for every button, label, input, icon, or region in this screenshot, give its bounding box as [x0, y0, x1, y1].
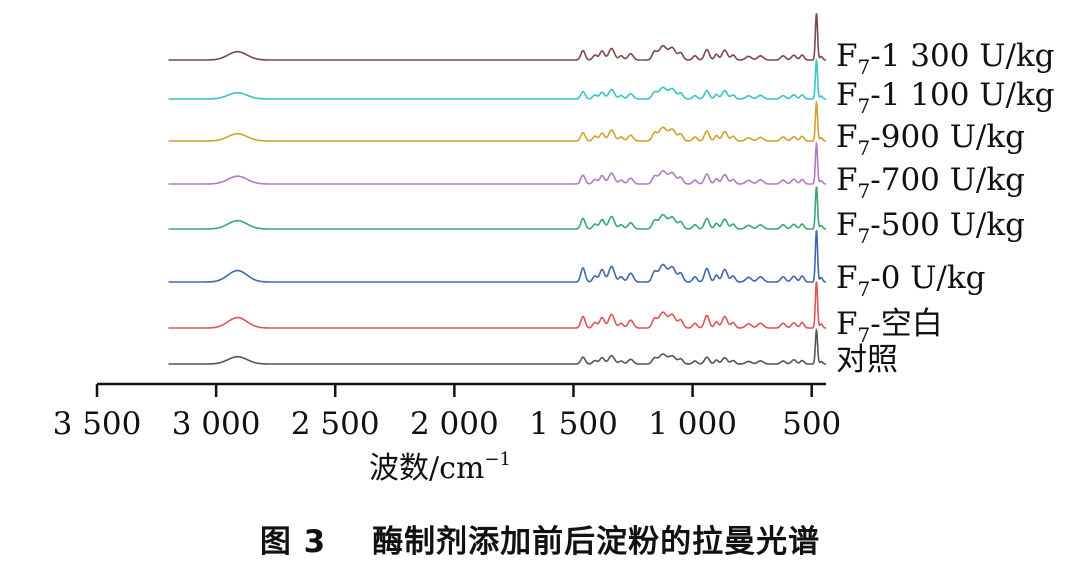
spectrum-line — [168, 327, 826, 365]
x-tick-label: 3 000 — [172, 406, 261, 442]
figure-number: 图 3 — [259, 524, 327, 560]
x-tick-label: 3 500 — [53, 406, 142, 442]
series-label: F7-0 U/kg — [836, 260, 986, 301]
series-label: F7-700 U/kg — [836, 162, 1025, 203]
series-label: 对照 — [836, 342, 898, 378]
series-label: F7-空白 — [836, 306, 943, 347]
spectrum-line — [168, 99, 826, 142]
spectrum-line — [168, 140, 826, 185]
x-tick-label: 500 — [782, 406, 841, 442]
series-label: F7-1 100 U/kg — [836, 77, 1055, 118]
x-tick-label: 1 000 — [648, 406, 737, 442]
x-tick-label: 2 500 — [291, 406, 380, 442]
series-label: F7-500 U/kg — [836, 207, 1025, 248]
spectra-group — [168, 13, 826, 365]
spectrum-line — [168, 281, 826, 329]
figure-title: 酶制剂添加前后淀粉的拉曼光谱 — [372, 524, 821, 560]
x-tick-label: 1 500 — [529, 406, 618, 442]
figure-caption: 图 3 酶制剂添加前后淀粉的拉曼光谱 — [0, 516, 1080, 561]
spectrum-line — [168, 186, 826, 230]
spectrum-line — [168, 13, 826, 61]
spectrum-line — [168, 57, 826, 100]
series-label: F7-900 U/kg — [836, 119, 1025, 160]
spectrum-line — [168, 230, 826, 283]
x-tick-label: 2 000 — [410, 406, 499, 442]
x-axis: 3 500 3 000 2 500 2 000 1 500 1 000 500 — [53, 382, 841, 442]
series-label: F7-1 300 U/kg — [836, 38, 1055, 79]
x-axis-label: 波数/cm−1 — [369, 449, 511, 486]
